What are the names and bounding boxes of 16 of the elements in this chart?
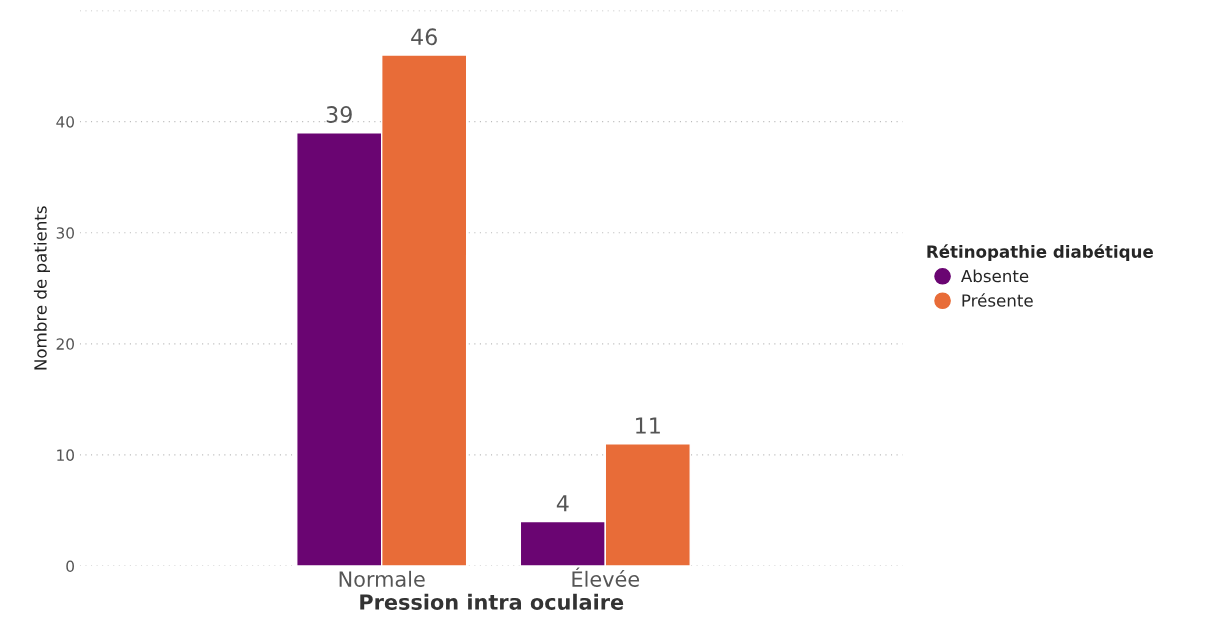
y-tick-label: 20 (56, 338, 74, 350)
legend-label: Présente (962, 293, 1033, 307)
x-tick-label: Élevée (572, 567, 640, 587)
y-axis-title: Nombre de patients (33, 206, 50, 370)
legend-label: Absente (961, 269, 1029, 283)
x-axis-title: Pression intra oculaire (360, 593, 624, 610)
y-tick-label: 0 (66, 560, 74, 572)
y-tick-label: 30 (56, 227, 74, 239)
data-label: 4 (556, 495, 569, 512)
y-tick-label: 40 (56, 116, 74, 128)
data-label: 11 (636, 417, 660, 434)
x-tick-label: Normale (339, 570, 425, 587)
y-tick-label: 10 (57, 449, 74, 461)
data-label: 46 (411, 28, 437, 46)
data-label: 39 (326, 106, 352, 123)
legend-title: Rétinopathie diabétique (927, 244, 1153, 262)
